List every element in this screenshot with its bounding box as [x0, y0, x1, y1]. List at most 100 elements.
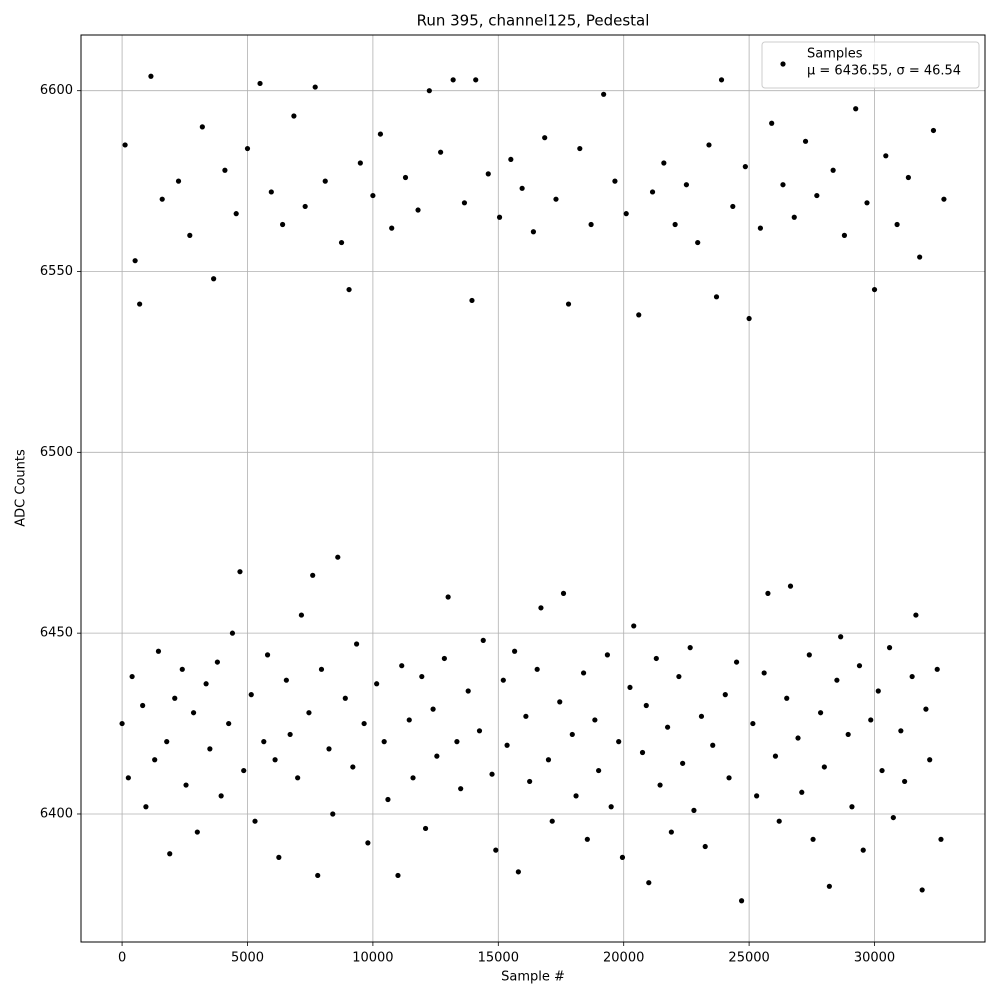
point — [627, 684, 633, 691]
point — [458, 786, 464, 792]
point — [661, 160, 667, 166]
point — [814, 192, 820, 199]
point — [890, 814, 896, 821]
point — [706, 142, 712, 148]
point — [941, 196, 947, 202]
point — [335, 554, 341, 560]
point — [601, 91, 607, 97]
point — [853, 106, 859, 112]
point — [222, 167, 228, 173]
point — [860, 847, 866, 853]
point — [287, 731, 293, 738]
point — [826, 883, 832, 889]
point — [140, 702, 146, 709]
point — [577, 145, 583, 152]
point — [132, 258, 138, 264]
x-tick-label: 25000 — [728, 951, 769, 966]
point — [302, 203, 308, 210]
point — [155, 648, 162, 654]
point — [919, 887, 925, 893]
point — [326, 746, 332, 752]
point — [761, 670, 767, 676]
point — [738, 898, 745, 904]
chart-title: Run 395, channel125, Pedestal — [417, 12, 650, 30]
point — [241, 767, 247, 774]
point — [318, 666, 325, 672]
point — [742, 164, 748, 170]
point — [194, 829, 200, 835]
point — [465, 688, 471, 694]
point — [806, 652, 812, 658]
point — [338, 239, 345, 246]
point — [802, 138, 809, 144]
point — [291, 113, 297, 119]
point — [875, 688, 881, 694]
point — [534, 666, 540, 672]
point — [395, 872, 401, 879]
point — [357, 160, 363, 166]
point — [849, 804, 855, 810]
x-tick-label: 0 — [118, 951, 126, 966]
point — [476, 728, 483, 734]
point — [894, 221, 900, 228]
x-tick-label: 20000 — [603, 951, 644, 966]
point — [592, 717, 598, 723]
point — [183, 782, 189, 788]
point — [657, 782, 663, 788]
point — [493, 847, 499, 853]
point — [361, 720, 367, 727]
point — [179, 666, 185, 672]
point — [370, 192, 376, 199]
point — [698, 713, 705, 719]
point — [927, 757, 933, 763]
point — [838, 634, 844, 640]
point — [612, 178, 618, 184]
point — [237, 569, 243, 575]
point — [810, 836, 816, 842]
point — [938, 836, 944, 842]
point — [580, 670, 587, 676]
point — [122, 142, 128, 148]
point — [569, 731, 575, 738]
point — [923, 706, 929, 712]
point — [473, 77, 479, 83]
point — [268, 189, 274, 195]
point — [573, 793, 579, 799]
point — [795, 735, 801, 741]
point — [264, 652, 271, 658]
point — [691, 807, 697, 813]
y-tick-label: 6450 — [40, 626, 73, 641]
point — [713, 294, 720, 300]
point — [841, 232, 848, 238]
point — [934, 666, 940, 672]
point — [342, 695, 348, 701]
point — [187, 232, 193, 238]
point — [864, 200, 870, 206]
point — [757, 225, 763, 231]
point — [129, 673, 135, 680]
x-tick-label: 30000 — [854, 951, 895, 966]
point — [496, 214, 503, 220]
point — [415, 207, 421, 213]
point — [631, 623, 637, 629]
point — [280, 221, 286, 228]
point — [672, 221, 678, 228]
point — [746, 315, 752, 322]
point — [913, 612, 919, 618]
legend-label: Samples — [807, 47, 863, 62]
point — [772, 753, 779, 759]
point — [636, 312, 642, 318]
point — [434, 753, 440, 759]
point — [389, 225, 395, 231]
point — [214, 659, 220, 665]
point — [909, 673, 915, 680]
point — [643, 702, 649, 709]
point — [664, 724, 671, 730]
point — [683, 182, 690, 188]
point — [346, 286, 352, 293]
point — [248, 692, 254, 698]
point — [730, 203, 736, 210]
point — [283, 677, 289, 683]
point — [787, 583, 794, 589]
y-axis-label: ADC Counts — [14, 449, 29, 527]
